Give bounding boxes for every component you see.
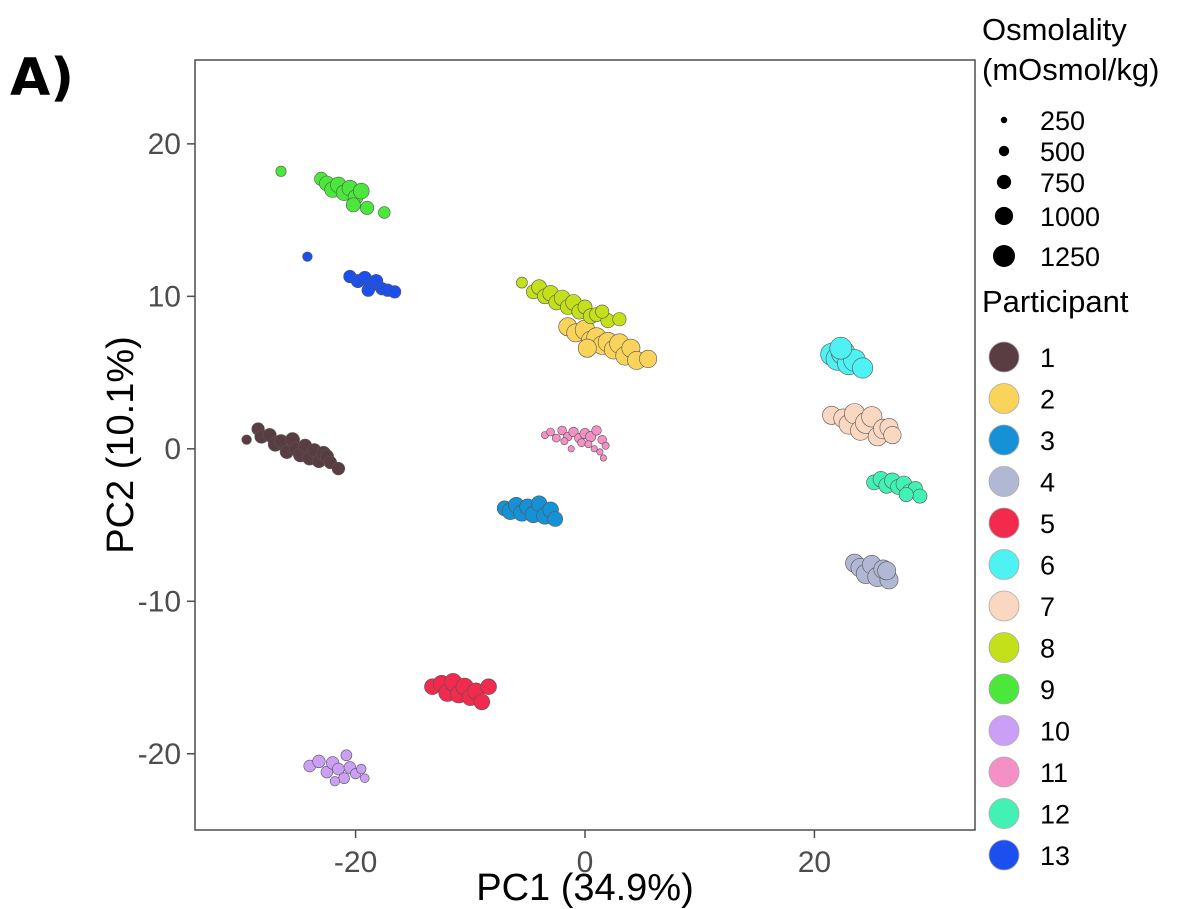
color-legend-label-4: 4 (1040, 468, 1055, 498)
color-legend-label-1: 1 (1040, 343, 1055, 373)
data-point-participant-5-9 (480, 678, 497, 695)
data-point-participant-11-1 (546, 427, 555, 437)
size-legend-label-500: 500 (1040, 137, 1085, 167)
color-legend-label-7: 7 (1040, 592, 1055, 622)
data-point-participant-9-11 (378, 206, 391, 219)
data-point-participant-11-3 (557, 425, 567, 436)
color-legend-label-6: 6 (1040, 551, 1055, 581)
data-point-participant-11-14 (599, 454, 607, 462)
data-point-participant-11-2 (551, 433, 561, 443)
y-tick-label: -10 (138, 585, 181, 618)
color-legend-marker-12 (988, 798, 1020, 829)
color-legend-marker-3 (988, 424, 1020, 456)
color-legend-marker-2 (988, 383, 1020, 414)
color-legend-label-3: 3 (1040, 426, 1055, 456)
data-point-participant-11-15 (567, 445, 575, 453)
color-legend-label-5: 5 (1040, 509, 1055, 539)
size-legend-title-line2: (mOsmol/kg) (982, 52, 1159, 87)
y-tick-label: -20 (138, 738, 181, 771)
color-legend-marker-13 (988, 839, 1020, 871)
data-point-participant-12-8 (912, 488, 928, 504)
data-point-participant-11-11 (601, 441, 610, 450)
y-tick-label: 0 (164, 433, 181, 466)
data-point-participant-10-1 (312, 754, 326, 769)
data-point-participant-11-18 (560, 437, 569, 446)
data-point-participant-2-13 (577, 338, 597, 358)
data-point-participant-1-17 (331, 462, 346, 476)
plot-area (241, 165, 928, 787)
data-point-participant-9-0 (275, 165, 287, 177)
y-axis-ticks: 20 10 0 -10 -20 (138, 128, 195, 771)
data-point-participant-11-17 (584, 440, 593, 449)
data-point-participant-9-9 (360, 200, 375, 215)
data-point-participant-11-12 (596, 448, 604, 456)
size-legend-title-line1: Osmolality (982, 12, 1127, 47)
size-legend-label-250: 250 (1040, 106, 1085, 136)
data-point-participant-12-9 (898, 487, 914, 502)
color-legend-label-12: 12 (1040, 800, 1070, 830)
x-tick-label: -20 (334, 846, 377, 879)
data-point-participant-1-0 (241, 434, 252, 445)
size-legend-marker-1250 (993, 245, 1015, 267)
data-point-participant-13-9 (361, 283, 375, 297)
data-point-participant-10-11 (360, 773, 370, 783)
data-point-participant-4-7 (877, 561, 897, 581)
color-legend-label-9: 9 (1040, 675, 1055, 705)
data-point-participant-8-15 (595, 304, 610, 319)
size-legend-marker-250 (1000, 116, 1008, 124)
data-point-participant-10-5 (338, 772, 350, 785)
x-axis-title: PC1 (34.9%) (476, 867, 694, 909)
data-point-participant-9-10 (345, 197, 361, 213)
color-legend-marker-4 (988, 466, 1020, 497)
color-legend-marker-5 (988, 507, 1020, 539)
data-point-participant-11-16 (577, 438, 586, 448)
data-point-participant-6-5 (852, 357, 874, 379)
data-point-participant-10-6 (340, 749, 353, 762)
x-tick-label: 20 (798, 846, 831, 879)
color-legend-label-8: 8 (1040, 634, 1055, 664)
color-legend-label-2: 2 (1040, 385, 1055, 415)
color-legend-marker-11 (988, 756, 1020, 788)
y-tick-label: 20 (148, 128, 181, 161)
data-point-participant-6-6 (829, 336, 853, 360)
data-point-participant-11-13 (590, 445, 598, 453)
data-point-participant-7-10 (883, 426, 902, 445)
data-point-participant-13-0 (302, 251, 313, 262)
color-legend-marker-9 (988, 673, 1020, 705)
data-point-participant-11-9 (591, 425, 602, 436)
x-axis-ticks: -20 0 20 (334, 830, 831, 879)
data-point-participant-8-0 (516, 276, 528, 289)
data-point-participant-10-9 (356, 763, 367, 775)
size-legend-label-1250: 1250 (1040, 242, 1100, 272)
x-tick-label: 0 (577, 846, 594, 879)
data-point-participant-13-8 (388, 285, 402, 299)
data-point-participant-5-8 (473, 693, 490, 711)
color-legend-title: Participant (982, 284, 1129, 319)
y-axis-title: PC2 (10.1%) (100, 336, 142, 554)
color-legend-label-13: 13 (1040, 841, 1070, 871)
color-legend-label-11: 11 (1040, 758, 1068, 788)
color-legend-label-10: 10 (1040, 717, 1070, 747)
color-legend-marker-10 (988, 715, 1020, 746)
color-legend-marker-8 (988, 632, 1020, 663)
data-point-participant-10-10 (329, 776, 341, 787)
data-point-participant-9-8 (353, 182, 370, 200)
data-point-participant-2-12 (639, 349, 658, 368)
data-point-participant-3-9 (547, 511, 564, 527)
size-legend-marker-1000 (994, 206, 1014, 226)
size-legend-label-750: 750 (1040, 168, 1085, 198)
panel-label: A) (10, 48, 74, 108)
size-legend-label-1000: 1000 (1040, 202, 1100, 232)
color-legend-marker-1 (988, 341, 1020, 373)
y-tick-label: 10 (148, 280, 181, 313)
color-legend-marker-6 (988, 549, 1020, 580)
size-legend-marker-750 (996, 174, 1012, 190)
color-legend-marker-7 (988, 590, 1020, 622)
data-point-participant-8-14 (612, 312, 627, 327)
size-legend-marker-500 (998, 145, 1010, 157)
